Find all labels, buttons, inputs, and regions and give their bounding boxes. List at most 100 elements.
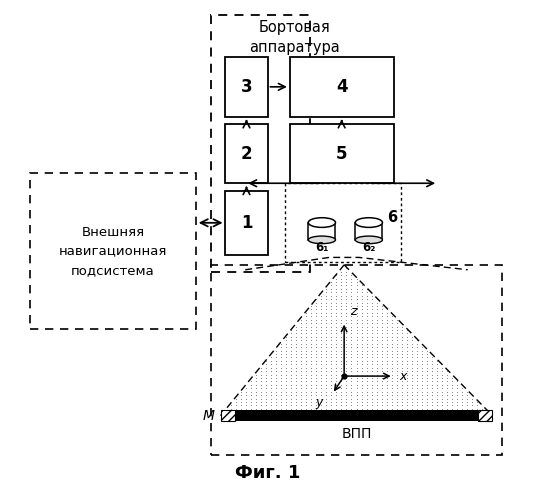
Point: [251, 391, 260, 399]
Point: [337, 274, 346, 282]
Point: [357, 312, 366, 320]
Point: [412, 374, 421, 382]
Point: [312, 343, 320, 351]
Point: [337, 343, 346, 351]
Point: [317, 298, 325, 306]
Point: [383, 319, 391, 327]
Point: [393, 346, 401, 354]
Point: [287, 354, 295, 362]
Point: [302, 360, 310, 368]
Point: [357, 391, 366, 399]
Point: [412, 391, 421, 399]
Point: [322, 360, 331, 368]
Point: [352, 309, 361, 317]
Point: [282, 333, 291, 341]
Point: [362, 292, 371, 300]
Point: [287, 350, 295, 358]
Point: [272, 350, 280, 358]
Point: [377, 391, 386, 399]
Point: [327, 364, 335, 372]
Point: [342, 336, 351, 344]
Point: [458, 412, 467, 420]
Point: [332, 367, 341, 375]
Point: [337, 285, 346, 293]
Point: [352, 391, 361, 399]
Point: [302, 408, 310, 416]
Point: [423, 402, 431, 409]
Point: [377, 343, 386, 351]
Point: [327, 316, 335, 324]
Point: [412, 367, 421, 375]
Point: [377, 388, 386, 396]
Point: [257, 405, 265, 413]
Point: [372, 398, 381, 406]
Point: [383, 391, 391, 399]
Point: [383, 402, 391, 409]
Point: [377, 405, 386, 413]
Point: [221, 412, 230, 420]
Point: [418, 354, 426, 362]
Point: [423, 364, 431, 372]
Point: [357, 319, 366, 327]
Point: [312, 306, 320, 314]
Point: [448, 384, 456, 392]
Point: [302, 312, 310, 320]
Point: [423, 408, 431, 416]
Point: [423, 360, 431, 368]
Point: [292, 354, 300, 362]
Point: [398, 398, 406, 406]
Point: [357, 360, 366, 368]
Point: [292, 330, 300, 338]
Point: [302, 350, 310, 358]
Point: [398, 357, 406, 365]
Point: [387, 330, 396, 338]
Point: [297, 412, 305, 420]
Point: [372, 388, 381, 396]
Point: [297, 405, 305, 413]
Point: [307, 381, 316, 389]
Point: [282, 350, 291, 358]
Point: [302, 330, 310, 338]
Point: [372, 408, 381, 416]
Point: [377, 330, 386, 338]
Point: [372, 302, 381, 310]
Point: [423, 354, 431, 362]
Point: [428, 412, 437, 420]
Point: [342, 285, 351, 293]
Point: [393, 391, 401, 399]
Point: [387, 412, 396, 420]
Text: Бортовая
аппаратура: Бортовая аппаратура: [249, 20, 340, 55]
Point: [247, 384, 255, 392]
Point: [282, 336, 291, 344]
Point: [317, 292, 325, 300]
Point: [287, 364, 295, 372]
Point: [342, 302, 351, 310]
Point: [277, 412, 285, 420]
Point: [312, 346, 320, 354]
Point: [287, 336, 295, 344]
Point: [458, 408, 467, 416]
Point: [236, 391, 245, 399]
Point: [347, 326, 356, 334]
Point: [251, 378, 260, 386]
Point: [377, 322, 386, 330]
Point: [408, 394, 416, 402]
Point: [412, 405, 421, 413]
Point: [287, 378, 295, 386]
Point: [282, 408, 291, 416]
Point: [347, 330, 356, 338]
Point: [468, 405, 477, 413]
Point: [352, 288, 361, 296]
Point: [402, 330, 411, 338]
Point: [292, 336, 300, 344]
Point: [307, 398, 316, 406]
Text: z: z: [350, 304, 356, 318]
Point: [337, 370, 346, 378]
Point: [362, 330, 371, 338]
Point: [393, 333, 401, 341]
Point: [287, 370, 295, 378]
Bar: [235, 410, 478, 421]
Point: [322, 388, 331, 396]
Point: [277, 364, 285, 372]
Point: [483, 412, 492, 420]
